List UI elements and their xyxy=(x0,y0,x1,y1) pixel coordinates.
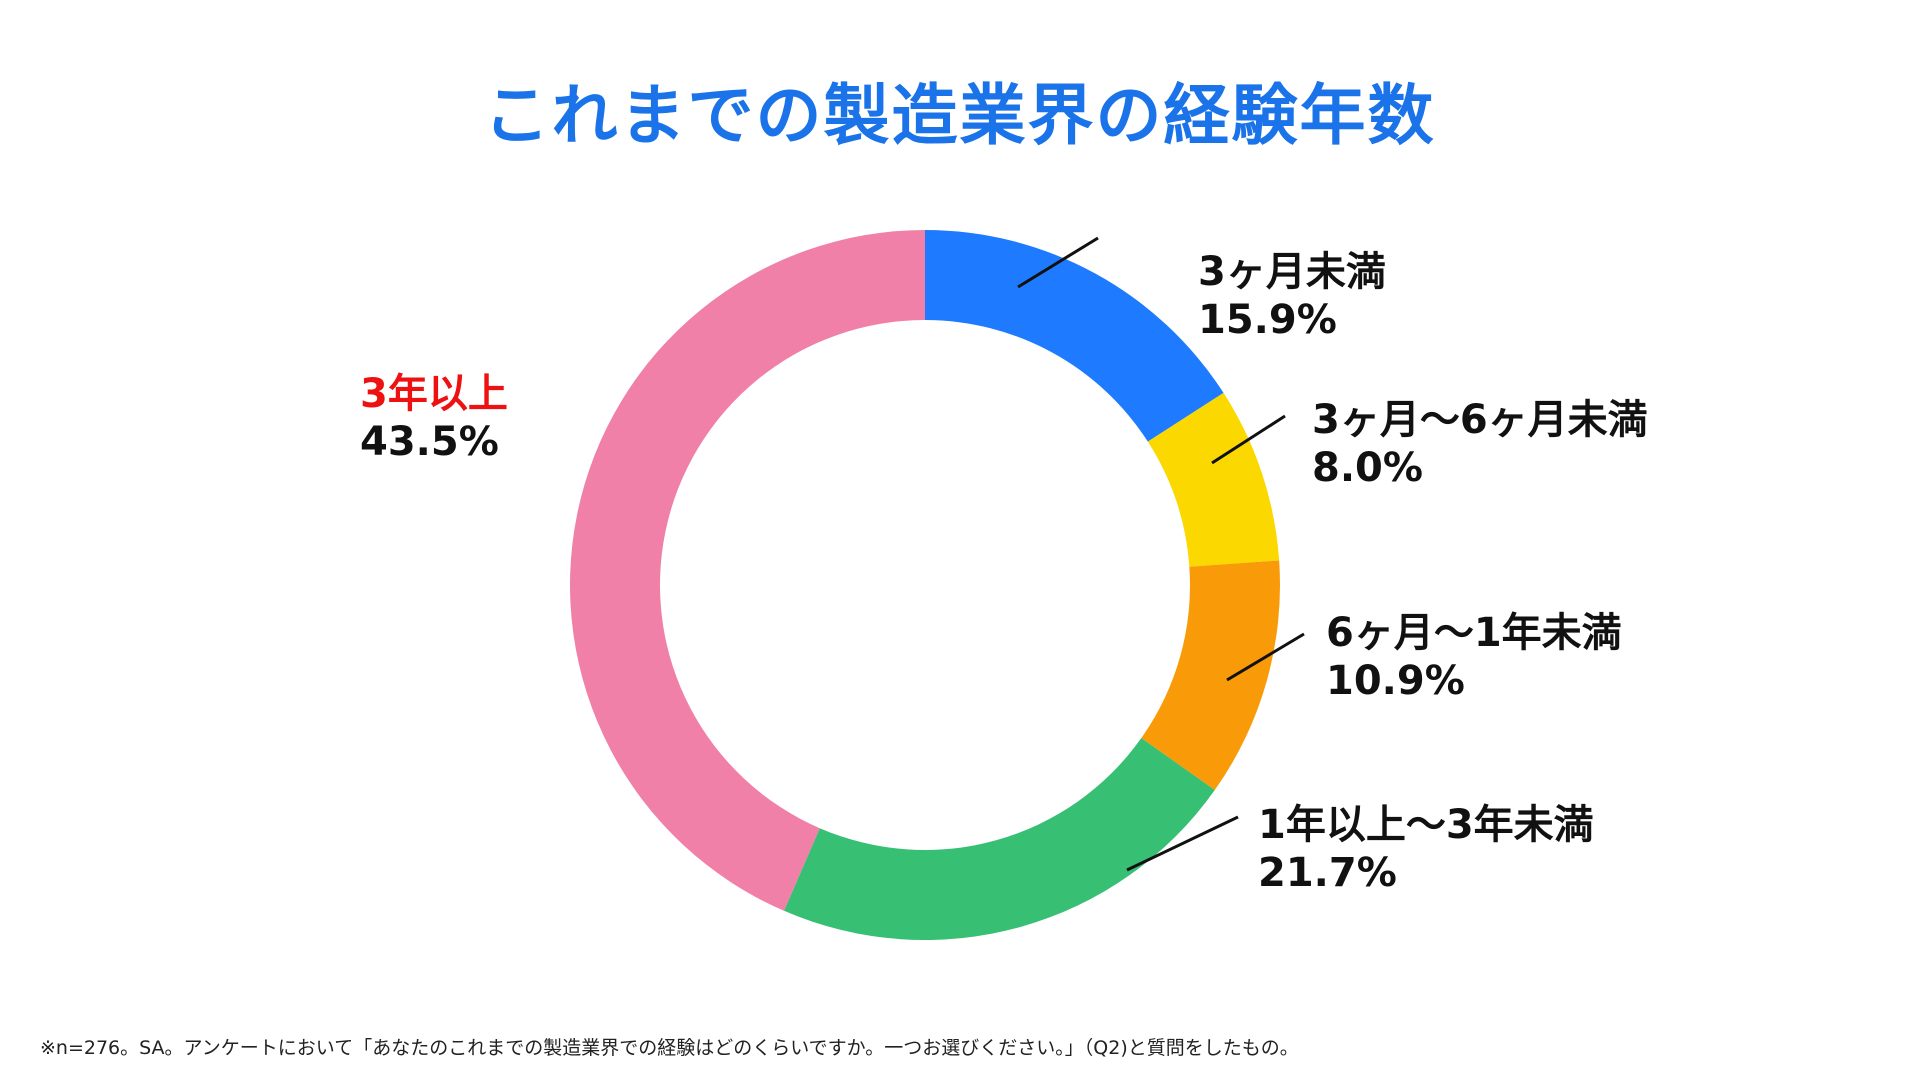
category-label-2: 3ヶ月〜6ヶ月未満 xyxy=(1312,397,1648,443)
footnote: ※n=276。SA。アンケートにおいて「あなたのこれまでの製造業界での経験はどの… xyxy=(40,1037,1299,1059)
category-label-4: 1年以上〜3年未満 xyxy=(1258,802,1594,848)
leader-line-3 xyxy=(1226,632,1305,682)
value-label-2: 8.0% xyxy=(1312,445,1423,491)
category-label-5: 3年以上 xyxy=(360,371,508,417)
category-label-3: 6ヶ月〜1年未満 xyxy=(1326,610,1622,656)
chart-title: これまでの製造業界の経験年数 xyxy=(483,77,1436,154)
slice-3 xyxy=(1141,560,1281,791)
leader-line-4 xyxy=(1126,815,1239,872)
value-label-5: 43.5% xyxy=(360,419,499,465)
leader-line-2 xyxy=(1211,414,1286,465)
slice-4 xyxy=(784,738,1215,941)
slice-1 xyxy=(925,230,1224,442)
slice-5 xyxy=(569,229,925,911)
value-label-4: 21.7% xyxy=(1258,850,1397,896)
value-label-1: 15.9% xyxy=(1198,297,1337,343)
slice-2 xyxy=(1147,392,1280,567)
value-label-3: 10.9% xyxy=(1326,658,1465,704)
category-label-1: 3ヶ月未満 xyxy=(1198,249,1386,295)
leader-line-1 xyxy=(1017,236,1099,289)
